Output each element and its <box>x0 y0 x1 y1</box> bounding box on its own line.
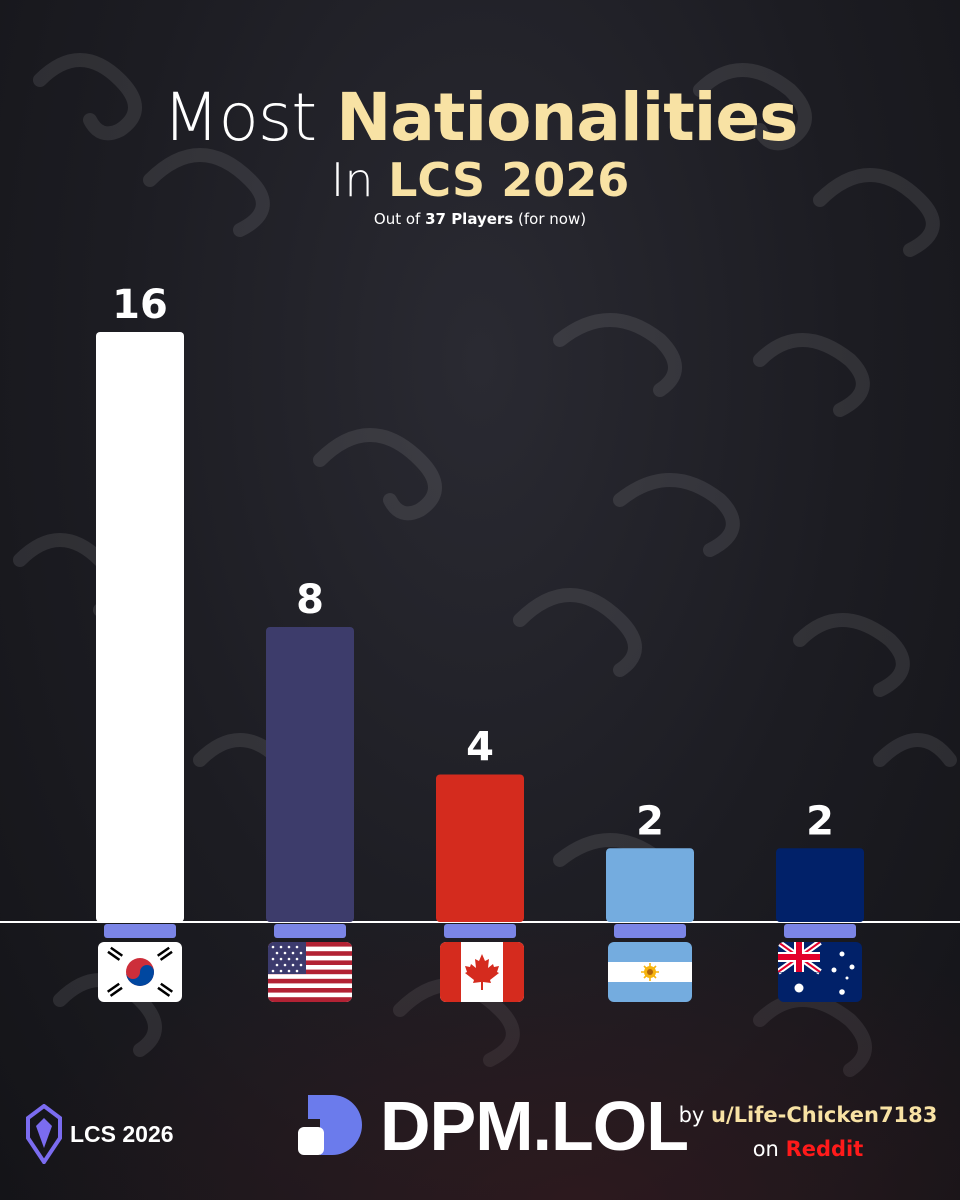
title-most: Most <box>162 79 318 156</box>
credit-on: on <box>752 1137 779 1161</box>
data-label: 2 <box>636 798 664 844</box>
author-credit: by u/Life-Chicken7183 on Reddit <box>668 1098 948 1166</box>
flag-connector <box>444 924 516 938</box>
flag-connector <box>104 924 176 938</box>
chart-subtitle: Out of 37 Players (for now) <box>0 208 960 230</box>
title-in: In <box>330 153 374 207</box>
data-label: 4 <box>466 725 494 771</box>
chart-title: Most Nationalities <box>0 78 960 158</box>
data-label: 8 <box>296 577 324 623</box>
lcs-2026-label: LCS 2026 <box>70 1120 174 1147</box>
data-label: 2 <box>806 798 834 844</box>
argentina-flag-icon <box>608 942 692 1002</box>
credit-reddit: Reddit <box>785 1137 864 1161</box>
subtitle-prefix: Out of <box>373 210 421 228</box>
data-label: 16 <box>112 282 168 328</box>
dpm-logo-icon <box>298 1095 362 1155</box>
credit-by: by <box>678 1103 705 1127</box>
title-nationalities: Nationalities <box>336 79 798 156</box>
lcs-shield-icon <box>26 1104 62 1164</box>
flag-connector <box>614 924 686 938</box>
flag-connector <box>784 924 856 938</box>
south-korea-flag-icon <box>98 942 182 1002</box>
bar-australia <box>776 848 864 922</box>
title-lcs-2026: LCS 2026 <box>388 153 630 207</box>
lcs-logo: LCS 2026 <box>26 1100 174 1168</box>
canada-flag-icon <box>440 942 524 1002</box>
usa-flag-icon <box>268 942 352 1002</box>
flag-connector <box>274 924 346 938</box>
bar-argentina <box>606 848 694 922</box>
subtitle-suffix: (for now) <box>518 210 587 228</box>
credit-username: u/Life-Chicken7183 <box>711 1103 938 1127</box>
subtitle-player-count: 37 Players <box>425 210 514 228</box>
dpm-lol-wordmark: DPM.LOL <box>380 1087 689 1165</box>
australia-flag-icon <box>778 942 862 1002</box>
chart-title-line2: In LCS 2026 <box>0 152 960 208</box>
bar-canada <box>436 774 524 922</box>
bar-south-korea <box>96 332 184 922</box>
bar-united-states <box>266 627 354 922</box>
dpm-lol-brand: DPM.LOL <box>296 1086 689 1166</box>
